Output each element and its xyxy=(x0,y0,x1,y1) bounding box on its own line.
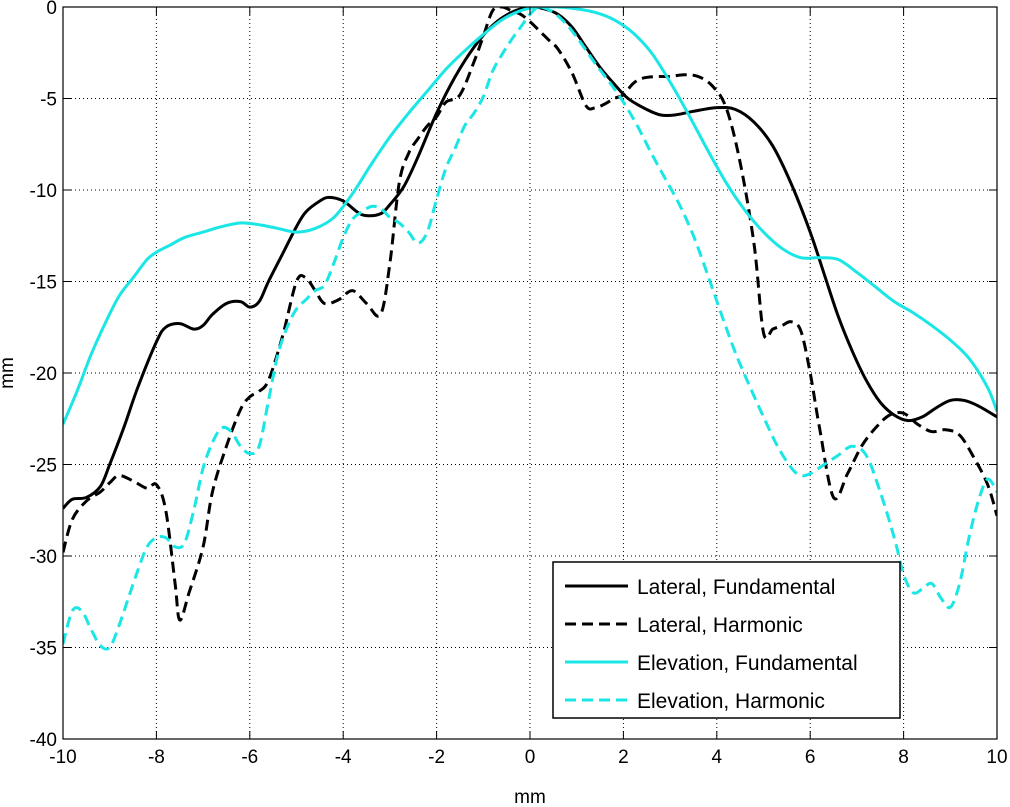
x-tick-label: 10 xyxy=(986,747,1007,768)
x-tick-label: 0 xyxy=(525,747,536,768)
series-line-lateral-fundamental xyxy=(63,7,997,510)
y-tick-label: -20 xyxy=(30,364,57,385)
y-tick-label: -30 xyxy=(30,547,57,568)
legend-label-elevation-fundamental: Elevation, Fundamental xyxy=(637,652,858,675)
x-tick-label: 4 xyxy=(712,747,723,768)
x-tick-label: -4 xyxy=(335,747,352,768)
legend-label-lateral-fundamental: Lateral, Fundamental xyxy=(637,576,835,599)
x-axis-label: mm xyxy=(514,787,546,807)
x-tick-label: 2 xyxy=(618,747,629,768)
x-tick-label: -10 xyxy=(49,747,76,768)
y-axis-label: mm xyxy=(0,357,18,389)
x-tick-label: 6 xyxy=(805,747,816,768)
series-line-elevation-fundamental xyxy=(63,7,997,425)
x-tick-label: -6 xyxy=(241,747,258,768)
axis-ticks: -10 -8 -6 -4 -2 0 2 4 6 8 100-5-10-15-20-25-30-35-… xyxy=(30,0,1008,768)
y-tick-label: -35 xyxy=(30,639,57,660)
x-tick-label: -8 xyxy=(148,747,165,768)
legend-label-elevation-harmonic: Elevation, Harmonic xyxy=(637,690,825,713)
y-tick-label: -5 xyxy=(40,90,57,111)
y-tick-label: -15 xyxy=(30,273,57,294)
y-tick-label: -10 xyxy=(30,181,57,202)
series-layer xyxy=(63,7,997,651)
legend-box xyxy=(552,561,901,719)
y-tick-label: -40 xyxy=(30,730,57,751)
legend-label-lateral-harmonic: Lateral, Harmonic xyxy=(637,614,803,637)
series-line-elevation-harmonic xyxy=(63,7,997,651)
x-tick-label: 8 xyxy=(898,747,909,768)
legend: Lateral, Fundamental Lateral, Harmonic Ele… xyxy=(552,561,901,719)
y-tick-label: 0 xyxy=(46,0,57,19)
series-line-lateral-harmonic xyxy=(63,7,997,622)
y-tick-label: -25 xyxy=(30,456,57,477)
x-tick-label: -2 xyxy=(428,747,445,768)
